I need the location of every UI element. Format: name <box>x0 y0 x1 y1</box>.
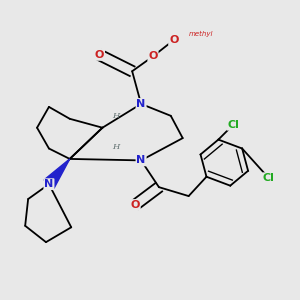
Polygon shape <box>44 159 70 188</box>
Text: O: O <box>95 50 104 60</box>
Text: Cl: Cl <box>227 120 239 130</box>
Text: O: O <box>130 200 140 210</box>
Text: H: H <box>112 112 119 120</box>
Text: methyl: methyl <box>189 31 213 37</box>
Text: O: O <box>169 35 178 45</box>
Text: H: H <box>112 143 119 151</box>
Text: N: N <box>136 99 146 109</box>
Text: N: N <box>136 155 146 165</box>
Text: N: N <box>44 179 54 189</box>
Text: Cl: Cl <box>263 173 275 183</box>
Text: O: O <box>148 51 158 62</box>
